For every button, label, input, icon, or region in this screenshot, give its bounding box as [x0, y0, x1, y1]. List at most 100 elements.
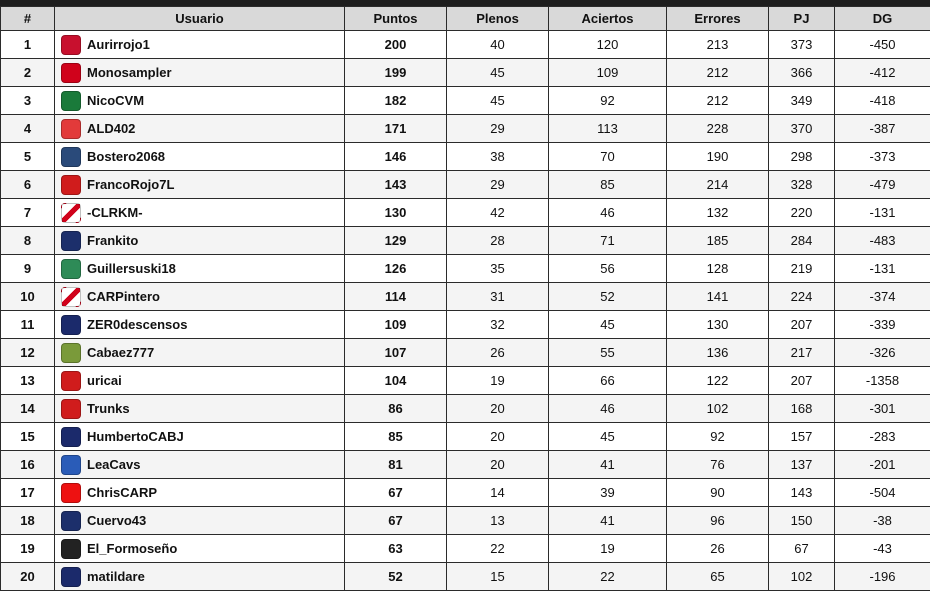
velez-badge-icon[interactable]: [61, 455, 81, 475]
column-header-plenos[interactable]: Plenos: [447, 7, 549, 31]
independiente-badge-icon[interactable]: [61, 35, 81, 55]
column-header-aciertos[interactable]: Aciertos: [549, 7, 667, 31]
user-info: ChrisCARP: [61, 479, 344, 506]
user-cell[interactable]: Trunks: [55, 395, 345, 423]
username-link[interactable]: HumbertoCABJ: [87, 429, 184, 444]
santa-avatar-icon[interactable]: [61, 147, 81, 167]
errores-cell: 213: [667, 31, 769, 59]
username-link[interactable]: ZER0descensos: [87, 317, 187, 332]
river-sash-icon[interactable]: [61, 483, 81, 503]
boca-badge-icon[interactable]: [61, 427, 81, 447]
column-header-user[interactable]: Usuario: [55, 7, 345, 31]
rank-cell: 3: [1, 87, 55, 115]
username-link[interactable]: ChrisCARP: [87, 485, 157, 500]
user-info: HumbertoCABJ: [61, 423, 344, 450]
username-link[interactable]: El_Formoseño: [87, 541, 177, 556]
column-header-dg[interactable]: DG: [835, 7, 930, 31]
independiente-badge-icon[interactable]: [61, 175, 81, 195]
errores-cell: 132: [667, 199, 769, 227]
user-cell[interactable]: CARPintero: [55, 283, 345, 311]
user-cell[interactable]: FrancoRojo7L: [55, 171, 345, 199]
user-cell[interactable]: NicoCVM: [55, 87, 345, 115]
username-link[interactable]: LeaCavs: [87, 457, 140, 472]
username-link[interactable]: Aurirrojo1: [87, 37, 150, 52]
table-header-row: # Usuario Puntos Plenos Aciertos Errores…: [1, 7, 930, 31]
username-link[interactable]: Bostero2068: [87, 149, 165, 164]
column-header-pj[interactable]: PJ: [769, 7, 835, 31]
username-link[interactable]: Frankito: [87, 233, 138, 248]
username-link[interactable]: CARPintero: [87, 289, 160, 304]
column-header-rank[interactable]: #: [1, 7, 55, 31]
username-link[interactable]: Monosampler: [87, 65, 172, 80]
plenos-cell: 35: [447, 255, 549, 283]
green-white-badge-icon[interactable]: [61, 91, 81, 111]
user-cell[interactable]: Bostero2068: [55, 143, 345, 171]
blue-stripes-badge-icon[interactable]: [61, 231, 81, 251]
user-cell[interactable]: Aurirrojo1: [55, 31, 345, 59]
username-link[interactable]: Trunks: [87, 401, 130, 416]
username-link[interactable]: NicoCVM: [87, 93, 144, 108]
column-header-points[interactable]: Puntos: [345, 7, 447, 31]
plenos-cell: 13: [447, 507, 549, 535]
username-link[interactable]: Cuervo43: [87, 513, 146, 528]
user-cell[interactable]: ChrisCARP: [55, 479, 345, 507]
user-cell[interactable]: Monosampler: [55, 59, 345, 87]
user-cell[interactable]: Cabaez777: [55, 339, 345, 367]
independiente-badge-icon[interactable]: [61, 371, 81, 391]
username-link[interactable]: uricai: [87, 373, 122, 388]
username-link[interactable]: -CLRKM-: [87, 205, 143, 220]
user-cell[interactable]: LeaCavs: [55, 451, 345, 479]
river-badge-icon[interactable]: [61, 287, 81, 307]
user-cell[interactable]: HumbertoCABJ: [55, 423, 345, 451]
user-cell[interactable]: Guillersuski18: [55, 255, 345, 283]
user-cell[interactable]: El_Formoseño: [55, 535, 345, 563]
column-header-errores[interactable]: Errores: [667, 7, 769, 31]
user-cell[interactable]: -CLRKM-: [55, 199, 345, 227]
user-cell[interactable]: Cuervo43: [55, 507, 345, 535]
username-link[interactable]: FrancoRojo7L: [87, 177, 174, 192]
user-cell[interactable]: Frankito: [55, 227, 345, 255]
user-cell[interactable]: uricai: [55, 367, 345, 395]
username-link[interactable]: Guillersuski18: [87, 261, 176, 276]
independiente-badge-icon[interactable]: [61, 399, 81, 419]
red-white-badge-icon[interactable]: [61, 119, 81, 139]
newells-badge-icon[interactable]: [61, 63, 81, 83]
user-cell[interactable]: ZER0descensos: [55, 311, 345, 339]
rank-cell: 16: [1, 451, 55, 479]
boca-badge-icon[interactable]: [61, 567, 81, 587]
user-cell[interactable]: ALD402: [55, 115, 345, 143]
boca-badge-icon[interactable]: [61, 315, 81, 335]
plenos-cell: 32: [447, 311, 549, 339]
points-cell: 171: [345, 115, 447, 143]
river-badge-icon[interactable]: [61, 203, 81, 223]
cartoon-avatar-icon[interactable]: [61, 343, 81, 363]
username-link[interactable]: matildare: [87, 569, 145, 584]
username-link[interactable]: ALD402: [87, 121, 135, 136]
user-cell[interactable]: matildare: [55, 563, 345, 591]
username-link[interactable]: Cabaez777: [87, 345, 154, 360]
green-stripes-badge-icon[interactable]: [61, 259, 81, 279]
san-lorenzo-badge-icon[interactable]: [61, 511, 81, 531]
black-white-badge-icon[interactable]: [61, 539, 81, 559]
rank-cell: 10: [1, 283, 55, 311]
